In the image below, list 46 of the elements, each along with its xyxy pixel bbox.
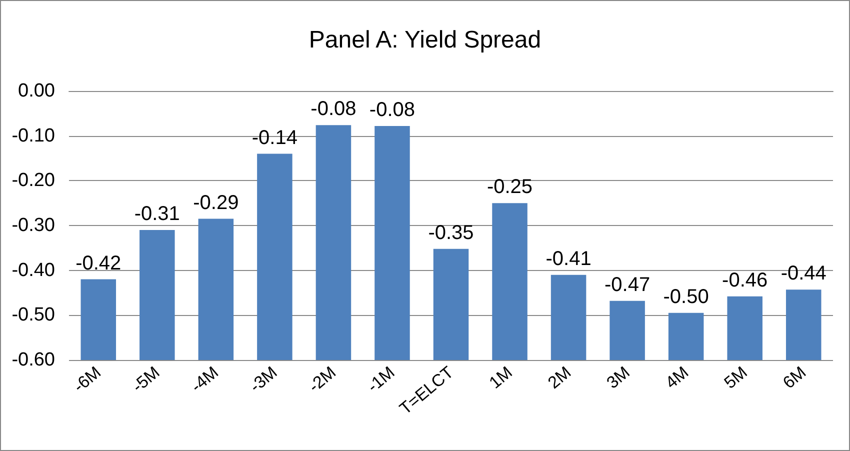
chart-title: Panel A: Yield Spread (308, 26, 542, 54)
y-tick-label: -0.20 (12, 170, 55, 192)
data-label: -0.47 (604, 274, 650, 296)
bar (786, 290, 822, 360)
data-label: -0.14 (252, 126, 298, 149)
bar (550, 274, 586, 360)
x-tick-label: -3M (246, 362, 281, 396)
x-tick-label: 3M (603, 362, 634, 392)
bar (610, 300, 645, 360)
y-tick-label: 0.00 (18, 80, 55, 102)
x-tick-label: 5M (720, 362, 751, 392)
data-label: -0.29 (193, 192, 239, 214)
x-tick-label: -5M (128, 362, 164, 396)
bar (316, 125, 352, 360)
y-tick-label: -0.50 (12, 304, 55, 326)
y-tick-label: -0.30 (12, 215, 55, 236)
x-tick-label: -2M (304, 362, 340, 396)
bar (492, 203, 528, 360)
bar (727, 296, 762, 360)
y-tick-label: -0.40 (12, 260, 55, 281)
bar (257, 154, 292, 360)
bar (374, 126, 410, 360)
y-tick-label: -0.10 (12, 125, 55, 146)
bar (140, 230, 175, 360)
x-tick-label: -6M (70, 362, 104, 396)
data-label: -0.44 (780, 262, 826, 285)
data-label: -0.41 (546, 248, 592, 270)
data-label: -0.25 (486, 176, 533, 198)
data-label: -0.31 (134, 202, 180, 225)
data-label: -0.46 (722, 269, 768, 292)
data-label: -0.08 (310, 98, 356, 120)
x-tick-label: 6M (779, 362, 810, 392)
bar (433, 248, 469, 360)
x-tick-label: 4M (662, 362, 692, 392)
data-label: -0.50 (663, 286, 709, 308)
x-tick-label: -4M (187, 362, 222, 396)
bar (80, 279, 116, 360)
data-label: -0.35 (428, 222, 474, 244)
data-label: -0.42 (76, 252, 122, 274)
bar (668, 312, 704, 360)
data-label: -0.08 (369, 98, 416, 121)
y-tick-label: -0.60 (12, 350, 55, 370)
bar (198, 218, 234, 360)
x-tick-label: 1M (486, 362, 516, 392)
x-tick-label: -1M (364, 362, 398, 396)
x-tick-label: 2M (544, 362, 575, 392)
